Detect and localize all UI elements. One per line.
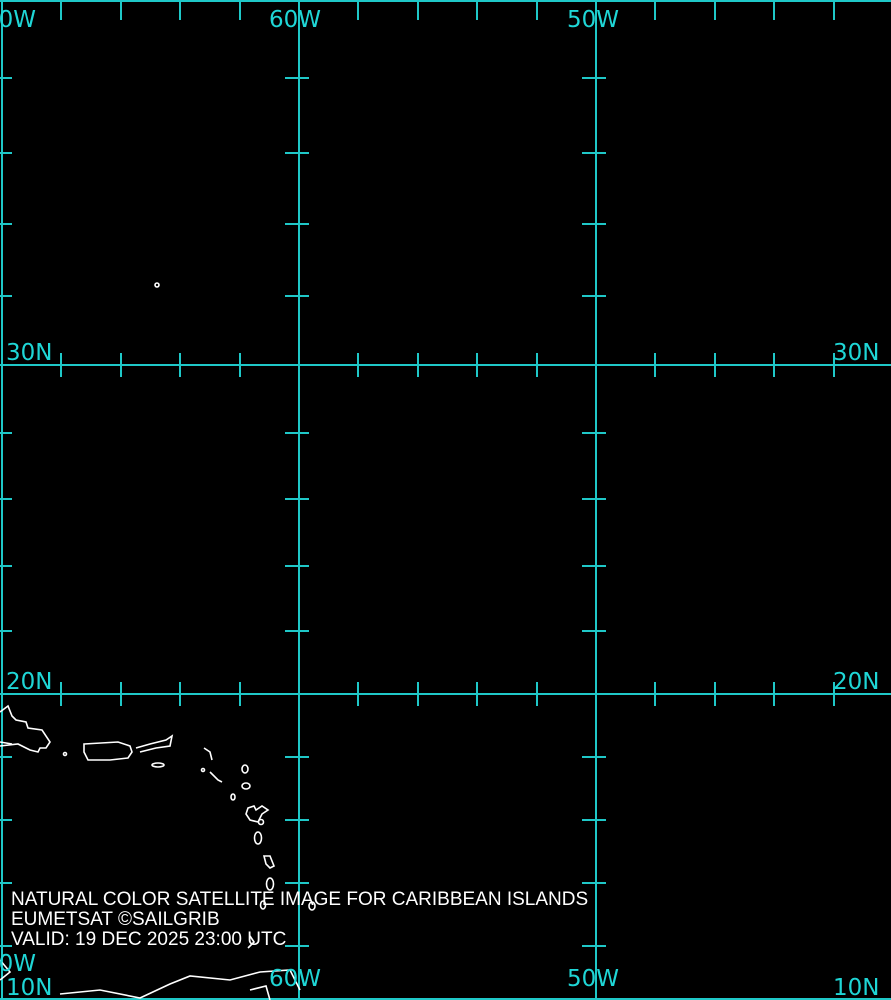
- bottom-lon-label-60w: 60W: [269, 966, 322, 992]
- top-lon-label-70w: 70W: [0, 7, 37, 33]
- caption-credit: EUMETSAT ©SAILGRIB: [11, 909, 220, 930]
- caption-valid-time: VALID: 19 DEC 2025 23:00 UTC: [11, 929, 287, 950]
- mona-island: [62, 751, 68, 757]
- bermuda: [154, 282, 160, 288]
- lat-label-30n-left: 30N: [6, 340, 53, 366]
- st-kitts-nevis: [209, 771, 223, 783]
- hispaniola-south-coast: [0, 741, 13, 745]
- top-lon-label-50w: 50W: [567, 7, 620, 33]
- lat-label-20n-right: 20N: [833, 669, 880, 695]
- guadeloupe: [245, 805, 270, 823]
- bottom-lon-label-70w: 70W: [0, 951, 37, 977]
- bottom-lat-label-10n-right: 10N: [833, 975, 880, 1000]
- bottom-lat-label-10n-left: 10N: [6, 975, 53, 1000]
- martinique: [262, 855, 276, 869]
- grenadines: [247, 935, 256, 949]
- hispaniola-west: [0, 959, 12, 981]
- st-lucia: [265, 877, 275, 891]
- st-vincent: [259, 900, 267, 910]
- saba: [200, 767, 206, 773]
- caption-title: NATURAL COLOR SATELLITE IMAGE FOR CARIBB…: [11, 889, 589, 910]
- montserrat: [230, 793, 236, 801]
- barbuda: [241, 782, 251, 790]
- virgin-islands-coast: [135, 734, 174, 753]
- dominica: [253, 831, 263, 845]
- anguilla-st-martin: [203, 747, 213, 761]
- antigua: [241, 764, 249, 774]
- puerto-rico-coast: [83, 741, 133, 761]
- south-america-coast: [59, 969, 301, 999]
- lat-label-30n-right: 30N: [833, 340, 880, 366]
- bottom-lon-label-50w: 50W: [567, 966, 620, 992]
- hispaniola-coast: [0, 704, 51, 753]
- lat-label-20n-left: 20N: [6, 669, 53, 695]
- marie-galante: [257, 818, 265, 826]
- top-lon-label-60w: 60W: [269, 7, 322, 33]
- trinidad: [249, 985, 271, 1000]
- barbados: [308, 901, 316, 911]
- vieques: [151, 762, 165, 768]
